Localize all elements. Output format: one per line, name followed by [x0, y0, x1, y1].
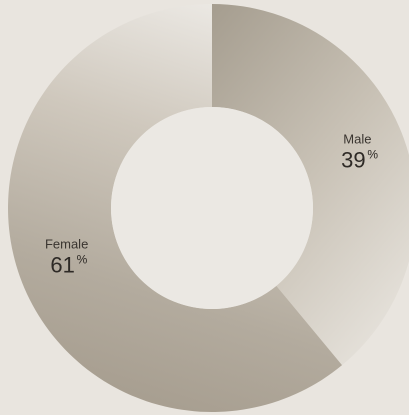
donut-hole — [111, 107, 313, 309]
slice-unit-male: % — [367, 148, 378, 162]
slice-unit-female: % — [77, 252, 88, 266]
slice-male — [212, 4, 409, 366]
slice-female — [7, 4, 343, 413]
slice-value-male: 39 — [341, 148, 365, 173]
slices-group — [7, 4, 409, 413]
slice-label-female: Female — [45, 236, 88, 251]
slice-label-male: Male — [343, 132, 371, 147]
slice-value-female: 61 — [50, 252, 74, 277]
